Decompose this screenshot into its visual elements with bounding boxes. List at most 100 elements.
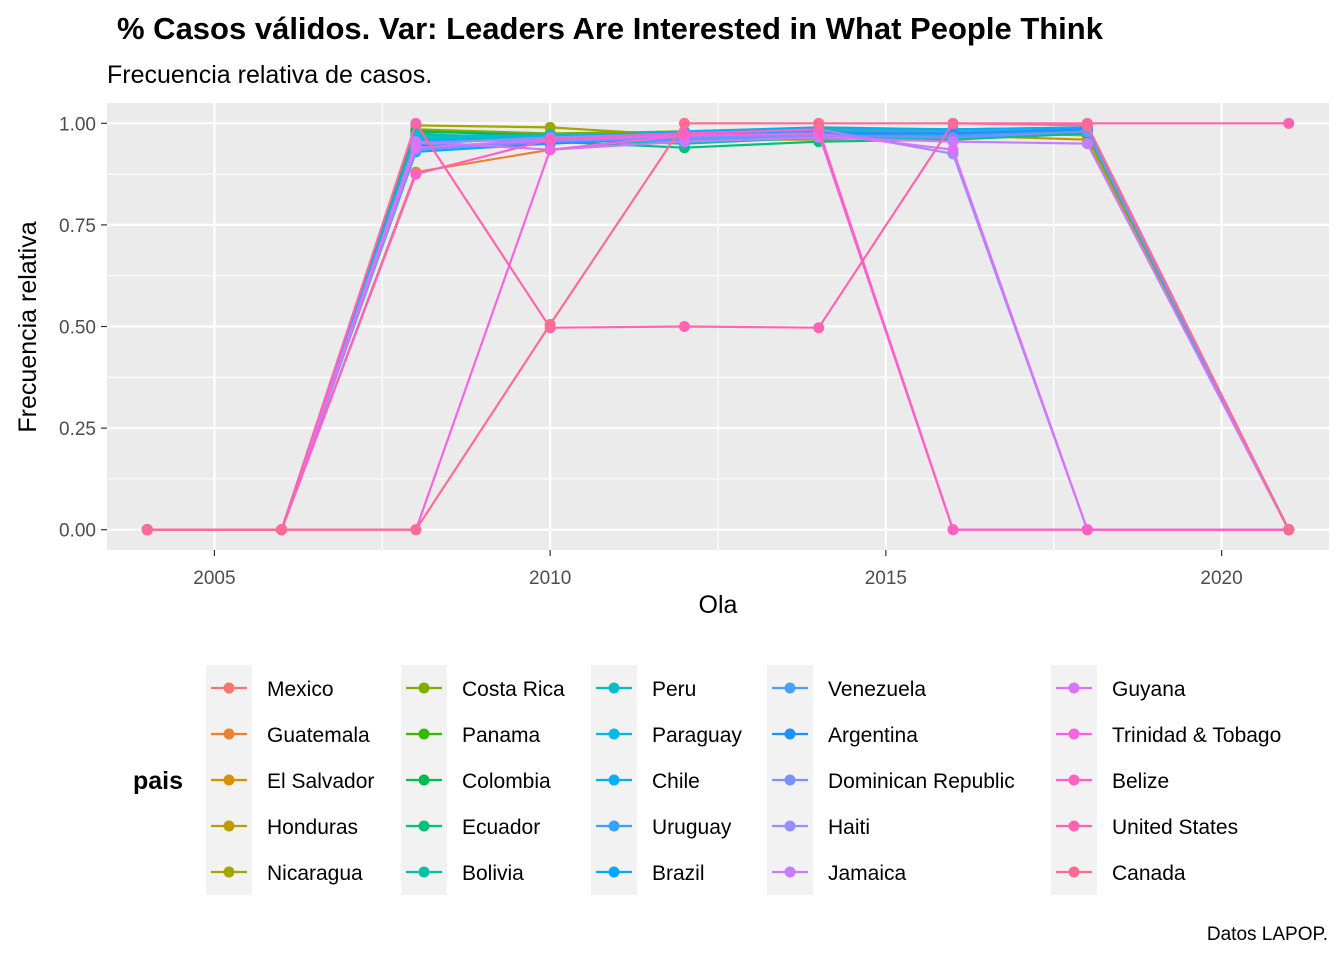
legend: Mexico Guatemala El Salvador Honduras Nicara… bbox=[206, 665, 1281, 895]
chart-subtitle: Frecuencia relativa de casos. bbox=[107, 61, 432, 89]
data-point bbox=[678, 117, 690, 129]
data-point bbox=[678, 321, 690, 332]
legend-item: Panama bbox=[401, 711, 541, 757]
legend-key-point bbox=[608, 774, 620, 786]
data-point bbox=[544, 144, 556, 156]
legend-label: Jamaica bbox=[828, 862, 907, 885]
axis-ticks: 2005 2010 2015 2020 0.00 0.25 0.50 0.75 1.00 bbox=[59, 114, 1243, 589]
legend-key-point bbox=[784, 820, 796, 832]
legend-key-point bbox=[418, 866, 430, 878]
data-point bbox=[141, 524, 153, 536]
legend-label: Peru bbox=[652, 678, 696, 701]
data-point bbox=[1283, 117, 1295, 129]
legend-key-point bbox=[784, 682, 796, 694]
data-point bbox=[276, 524, 288, 536]
legend-label: Uruguay bbox=[652, 816, 732, 839]
data-point bbox=[1081, 119, 1093, 131]
legend-label: Nicaragua bbox=[267, 862, 363, 885]
legend-label: Mexico bbox=[267, 678, 334, 701]
legend-item: Argentina bbox=[767, 711, 918, 757]
legend-key-point bbox=[608, 728, 620, 740]
legend-label: Venezuela bbox=[828, 678, 926, 701]
legend-label: Guatemala bbox=[267, 724, 370, 747]
legend-key-point bbox=[1068, 728, 1080, 740]
legend-item: Mexico bbox=[206, 665, 334, 711]
legend-label: Colombia bbox=[462, 770, 551, 793]
data-point bbox=[813, 322, 825, 334]
legend-label: Chile bbox=[652, 770, 700, 793]
legend-item: Guyana bbox=[1051, 665, 1186, 711]
x-tick-label: 2015 bbox=[865, 568, 907, 589]
data-point bbox=[1283, 524, 1295, 536]
data-point bbox=[544, 318, 556, 330]
legend-title: pais bbox=[133, 767, 183, 795]
legend-item: Dominican Republic bbox=[767, 757, 1015, 803]
legend-label: Bolivia bbox=[462, 862, 524, 885]
legend-item: Bolivia bbox=[401, 849, 524, 895]
legend-item: Uruguay bbox=[591, 803, 732, 849]
x-tick-label: 2005 bbox=[193, 568, 235, 589]
legend-label: El Salvador bbox=[267, 770, 374, 793]
legend-key-point bbox=[608, 866, 620, 878]
data-point bbox=[410, 117, 422, 129]
legend-key-point bbox=[418, 682, 430, 694]
chart-caption: Datos LAPOP. bbox=[1207, 924, 1328, 945]
legend-label: Ecuador bbox=[462, 816, 540, 839]
y-tick-label: 0.25 bbox=[59, 419, 96, 440]
legend-label: Paraguay bbox=[652, 724, 742, 747]
legend-key-point bbox=[418, 774, 430, 786]
legend-key-point bbox=[223, 682, 235, 694]
legend-label: United States bbox=[1112, 816, 1238, 839]
y-tick-label: 0.00 bbox=[59, 521, 96, 542]
legend-key-point bbox=[608, 682, 620, 694]
legend-key-point bbox=[608, 820, 620, 832]
legend-label: Trinidad & Tobago bbox=[1112, 724, 1281, 747]
legend-item: Nicaragua bbox=[206, 849, 363, 895]
legend-item: Canada bbox=[1051, 849, 1186, 895]
x-tick-label: 2020 bbox=[1200, 568, 1242, 589]
legend-key-point bbox=[1068, 820, 1080, 832]
legend-key-point bbox=[418, 728, 430, 740]
legend-item: Venezuela bbox=[767, 665, 926, 711]
legend-item: Haiti bbox=[767, 803, 870, 849]
data-point bbox=[813, 117, 825, 129]
legend-label: Honduras bbox=[267, 816, 358, 839]
legend-item: Costa Rica bbox=[401, 665, 565, 711]
legend-key-point bbox=[784, 774, 796, 786]
legend-item: Trinidad & Tobago bbox=[1051, 711, 1281, 757]
legend-label: Guyana bbox=[1112, 678, 1186, 701]
data-point bbox=[544, 134, 556, 146]
legend-item: Chile bbox=[591, 757, 700, 803]
legend-key-point bbox=[1068, 774, 1080, 786]
legend-item: Ecuador bbox=[401, 803, 540, 849]
legend-key-point bbox=[784, 728, 796, 740]
data-point bbox=[410, 142, 422, 154]
data-point bbox=[947, 144, 959, 156]
legend-key-point bbox=[418, 820, 430, 832]
legend-label: Canada bbox=[1112, 862, 1186, 885]
data-point bbox=[410, 524, 422, 536]
series-canada bbox=[141, 117, 1295, 536]
legend-key-point bbox=[223, 774, 235, 786]
legend-key-point bbox=[1068, 682, 1080, 694]
legend-key-point bbox=[223, 728, 235, 740]
legend-item: Guatemala bbox=[206, 711, 370, 757]
data-point bbox=[678, 127, 690, 139]
legend-key-point bbox=[223, 866, 235, 878]
legend-label: Costa Rica bbox=[462, 678, 565, 701]
data-point bbox=[947, 524, 959, 536]
legend-key-point bbox=[223, 820, 235, 832]
data-point bbox=[947, 117, 959, 129]
data-point bbox=[1081, 138, 1093, 150]
data-point bbox=[947, 136, 959, 148]
legend-item: Brazil bbox=[591, 849, 705, 895]
data-point bbox=[410, 168, 422, 180]
x-tick-label: 2010 bbox=[529, 568, 571, 589]
chart-title: % Casos válidos. Var: Leaders Are Intere… bbox=[117, 11, 1104, 46]
legend-label: Brazil bbox=[652, 862, 705, 885]
legend-item: El Salvador bbox=[206, 757, 374, 803]
legend-item: Colombia bbox=[401, 757, 551, 803]
legend-item: Belize bbox=[1051, 757, 1169, 803]
y-axis-title: Frecuencia relativa bbox=[14, 221, 42, 432]
